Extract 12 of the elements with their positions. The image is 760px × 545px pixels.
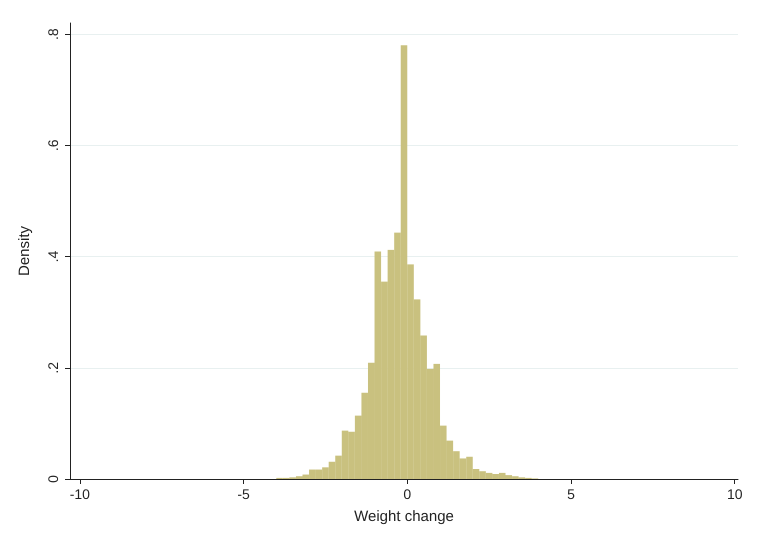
y-tick-label: 0	[45, 474, 61, 483]
x-tick-label: -5	[237, 486, 250, 502]
y-tick-label: .2	[45, 362, 61, 374]
y-tick-label: .6	[45, 139, 61, 152]
y-tick-label: .4	[45, 250, 61, 262]
x-tick-label: 5	[567, 486, 576, 502]
y-tick-label: .8	[45, 28, 61, 40]
y-axis-title: Density	[16, 226, 33, 276]
x-tick-label: 0	[403, 486, 412, 502]
x-tick-label: 10	[726, 486, 743, 502]
x-axis-title: Weight change	[354, 508, 454, 525]
x-tick-label: -10	[70, 486, 90, 502]
